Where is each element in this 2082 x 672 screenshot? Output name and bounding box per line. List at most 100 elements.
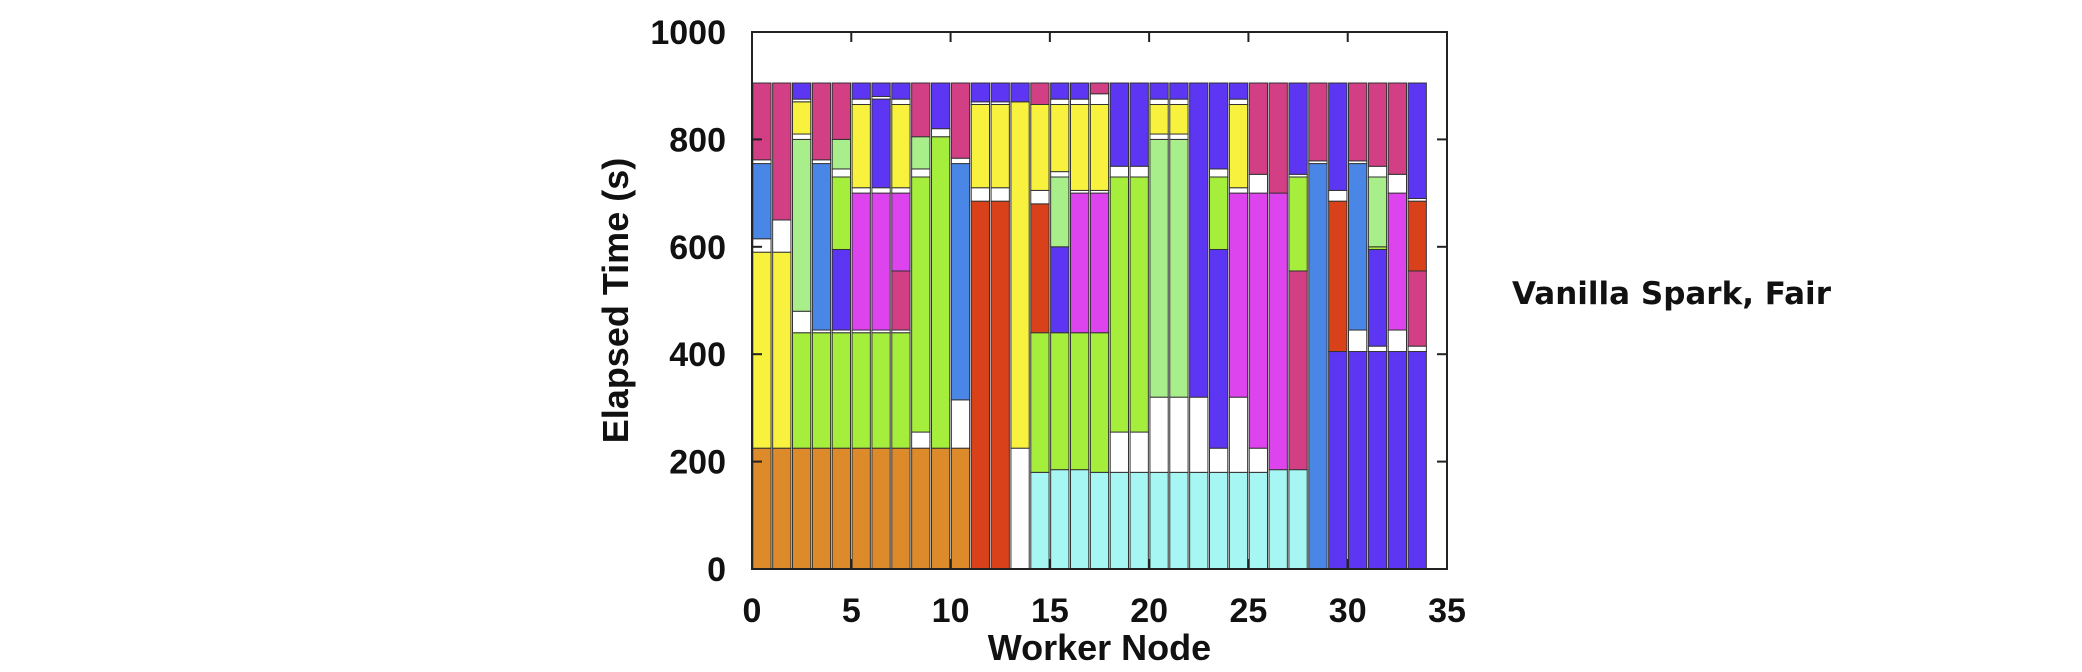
bar-segment-node-7-6 — [891, 103, 911, 189]
bar-segment-node-21-1 — [1169, 396, 1189, 473]
bar-segment-node-20-0 — [1149, 471, 1169, 570]
bar-segment-node-15-2 — [1050, 246, 1070, 334]
bar-segment-node-5-0 — [851, 447, 871, 570]
bar-segment-node-4-6 — [831, 168, 851, 178]
bar-segment-node-15-4 — [1050, 176, 1070, 248]
bar-segment-node-27-0 — [1288, 469, 1308, 570]
bar-segment-node-9-1 — [931, 136, 951, 449]
bar-segment-node-30-1 — [1348, 329, 1368, 353]
bar-segment-node-14-3 — [1030, 189, 1050, 205]
bar-segment-node-7-8 — [891, 82, 911, 100]
bar-segment-node-5-4 — [851, 187, 871, 194]
bar-segment-node-17-5 — [1089, 93, 1110, 105]
bar-segment-node-24-2 — [1228, 192, 1249, 398]
bar-segment-node-12-0 — [990, 200, 1010, 570]
bar-segment-node-2-3 — [792, 138, 812, 312]
bar-segment-node-25-4 — [1248, 82, 1268, 175]
bar-segment-node-22-2 — [1189, 82, 1209, 398]
bar-segment-node-17-1 — [1089, 332, 1110, 473]
bar-segment-node-33-3 — [1407, 200, 1427, 272]
bar-segment-node-4-0 — [831, 447, 851, 570]
bar-segment-node-10-0 — [950, 447, 971, 570]
bar-segment-node-9-2 — [931, 128, 951, 138]
bar-segment-node-3-5 — [811, 82, 832, 161]
bar-segment-node-33-0 — [1407, 351, 1427, 570]
bar-segment-node-23-5 — [1209, 168, 1229, 178]
bar-segment-node-15-1 — [1050, 332, 1070, 471]
bar-segment-node-23-6 — [1209, 82, 1229, 170]
bar-segment-node-33-5 — [1407, 82, 1427, 199]
bar-segment-node-4-7 — [831, 138, 851, 170]
bar-segment-node-11-4 — [970, 82, 990, 103]
bar-segment-node-27-1 — [1288, 270, 1308, 471]
bar-segment-node-18-1 — [1109, 431, 1129, 473]
bar-segment-node-15-5 — [1050, 171, 1070, 178]
bar-segment-node-25-3 — [1248, 173, 1268, 194]
bar-segment-node-11-2 — [970, 103, 990, 189]
bar-segment-node-8-1 — [911, 431, 931, 449]
bar-segment-node-5-6 — [851, 98, 871, 105]
y-tick-label: 400 — [669, 336, 726, 374]
bar-segment-node-20-4 — [1149, 103, 1169, 135]
bar-segment-node-1-1 — [772, 251, 792, 449]
bar-segment-node-30-4 — [1348, 82, 1368, 162]
x-axis-label: Worker Node — [988, 627, 1211, 668]
bar-segment-node-26-0 — [1268, 469, 1288, 570]
bar-segment-node-21-2 — [1169, 138, 1189, 398]
y-axis-label: Elapsed Time (s) — [595, 158, 636, 443]
bar-segment-node-13-1 — [1010, 447, 1030, 570]
bar-segment-node-16-6 — [1070, 82, 1090, 100]
bar-segment-node-4-1 — [831, 332, 851, 449]
x-tick-label: 35 — [1428, 592, 1466, 630]
ticks-layer — [751, 31, 1448, 570]
bar-segment-node-20-3 — [1149, 133, 1169, 140]
bar-segment-node-20-2 — [1149, 138, 1169, 398]
bar-segment-node-16-2 — [1070, 192, 1090, 334]
bar-segment-node-5-7 — [851, 82, 871, 100]
bar-segment-node-21-5 — [1169, 98, 1189, 105]
bar-segment-node-31-5 — [1367, 165, 1388, 178]
bar-segment-node-3-3 — [811, 163, 832, 331]
y-tick-label: 0 — [707, 551, 726, 589]
bar-segment-node-32-2 — [1387, 192, 1407, 331]
bar-segment-node-3-4 — [811, 159, 832, 165]
bar-segment-node-0-1 — [752, 251, 772, 449]
bar-segment-node-27-2 — [1288, 176, 1308, 272]
x-tick-label: 25 — [1230, 592, 1268, 630]
tick-labels-layer: 0 5 10 15 20 25 30 35 0 200 400 600 800 1000 — [650, 14, 1466, 630]
bar-segment-node-23-0 — [1209, 471, 1229, 570]
bar-segment-node-25-0 — [1248, 471, 1268, 570]
bar-segment-node-13-2 — [1010, 101, 1030, 449]
bar-segment-node-6-4 — [871, 187, 891, 194]
bar-segment-node-31-1 — [1367, 345, 1388, 353]
bar-segment-node-16-0 — [1070, 469, 1090, 570]
bar-segment-node-14-5 — [1030, 82, 1050, 105]
bar-segment-node-22-1 — [1189, 396, 1209, 473]
x-tick-label: 0 — [743, 592, 762, 630]
bar-segment-node-8-2 — [911, 176, 931, 433]
bar-segment-node-20-5 — [1149, 98, 1169, 105]
bar-segment-node-23-4 — [1209, 176, 1229, 250]
bar-segment-node-32-0 — [1387, 351, 1407, 570]
x-tick-label: 10 — [932, 592, 970, 630]
bar-segment-node-33-1 — [1407, 345, 1427, 353]
bar-segment-node-24-0 — [1228, 471, 1249, 570]
bar-segment-node-7-5 — [891, 187, 911, 194]
x-tick-label: 20 — [1130, 592, 1168, 630]
bar-segment-node-2-0 — [792, 447, 812, 570]
bar-segment-node-21-0 — [1169, 471, 1189, 570]
bar-segment-node-21-6 — [1169, 82, 1189, 100]
bar-segment-node-5-5 — [851, 103, 871, 189]
bar-segment-node-24-5 — [1228, 98, 1249, 105]
bar-segment-node-16-5 — [1070, 98, 1090, 105]
bar-segment-node-6-1 — [871, 332, 891, 449]
bar-segment-node-0-2 — [752, 238, 772, 253]
bars-layer — [752, 82, 1427, 570]
bar-segment-node-10-3 — [950, 157, 971, 165]
bar-segment-node-17-6 — [1089, 82, 1110, 95]
bar-segment-node-7-7 — [891, 98, 911, 105]
bar-segment-node-15-8 — [1050, 82, 1070, 100]
bar-segment-node-32-1 — [1387, 329, 1407, 353]
bar-segment-node-30-0 — [1348, 351, 1368, 570]
bar-segment-node-21-4 — [1169, 103, 1189, 135]
